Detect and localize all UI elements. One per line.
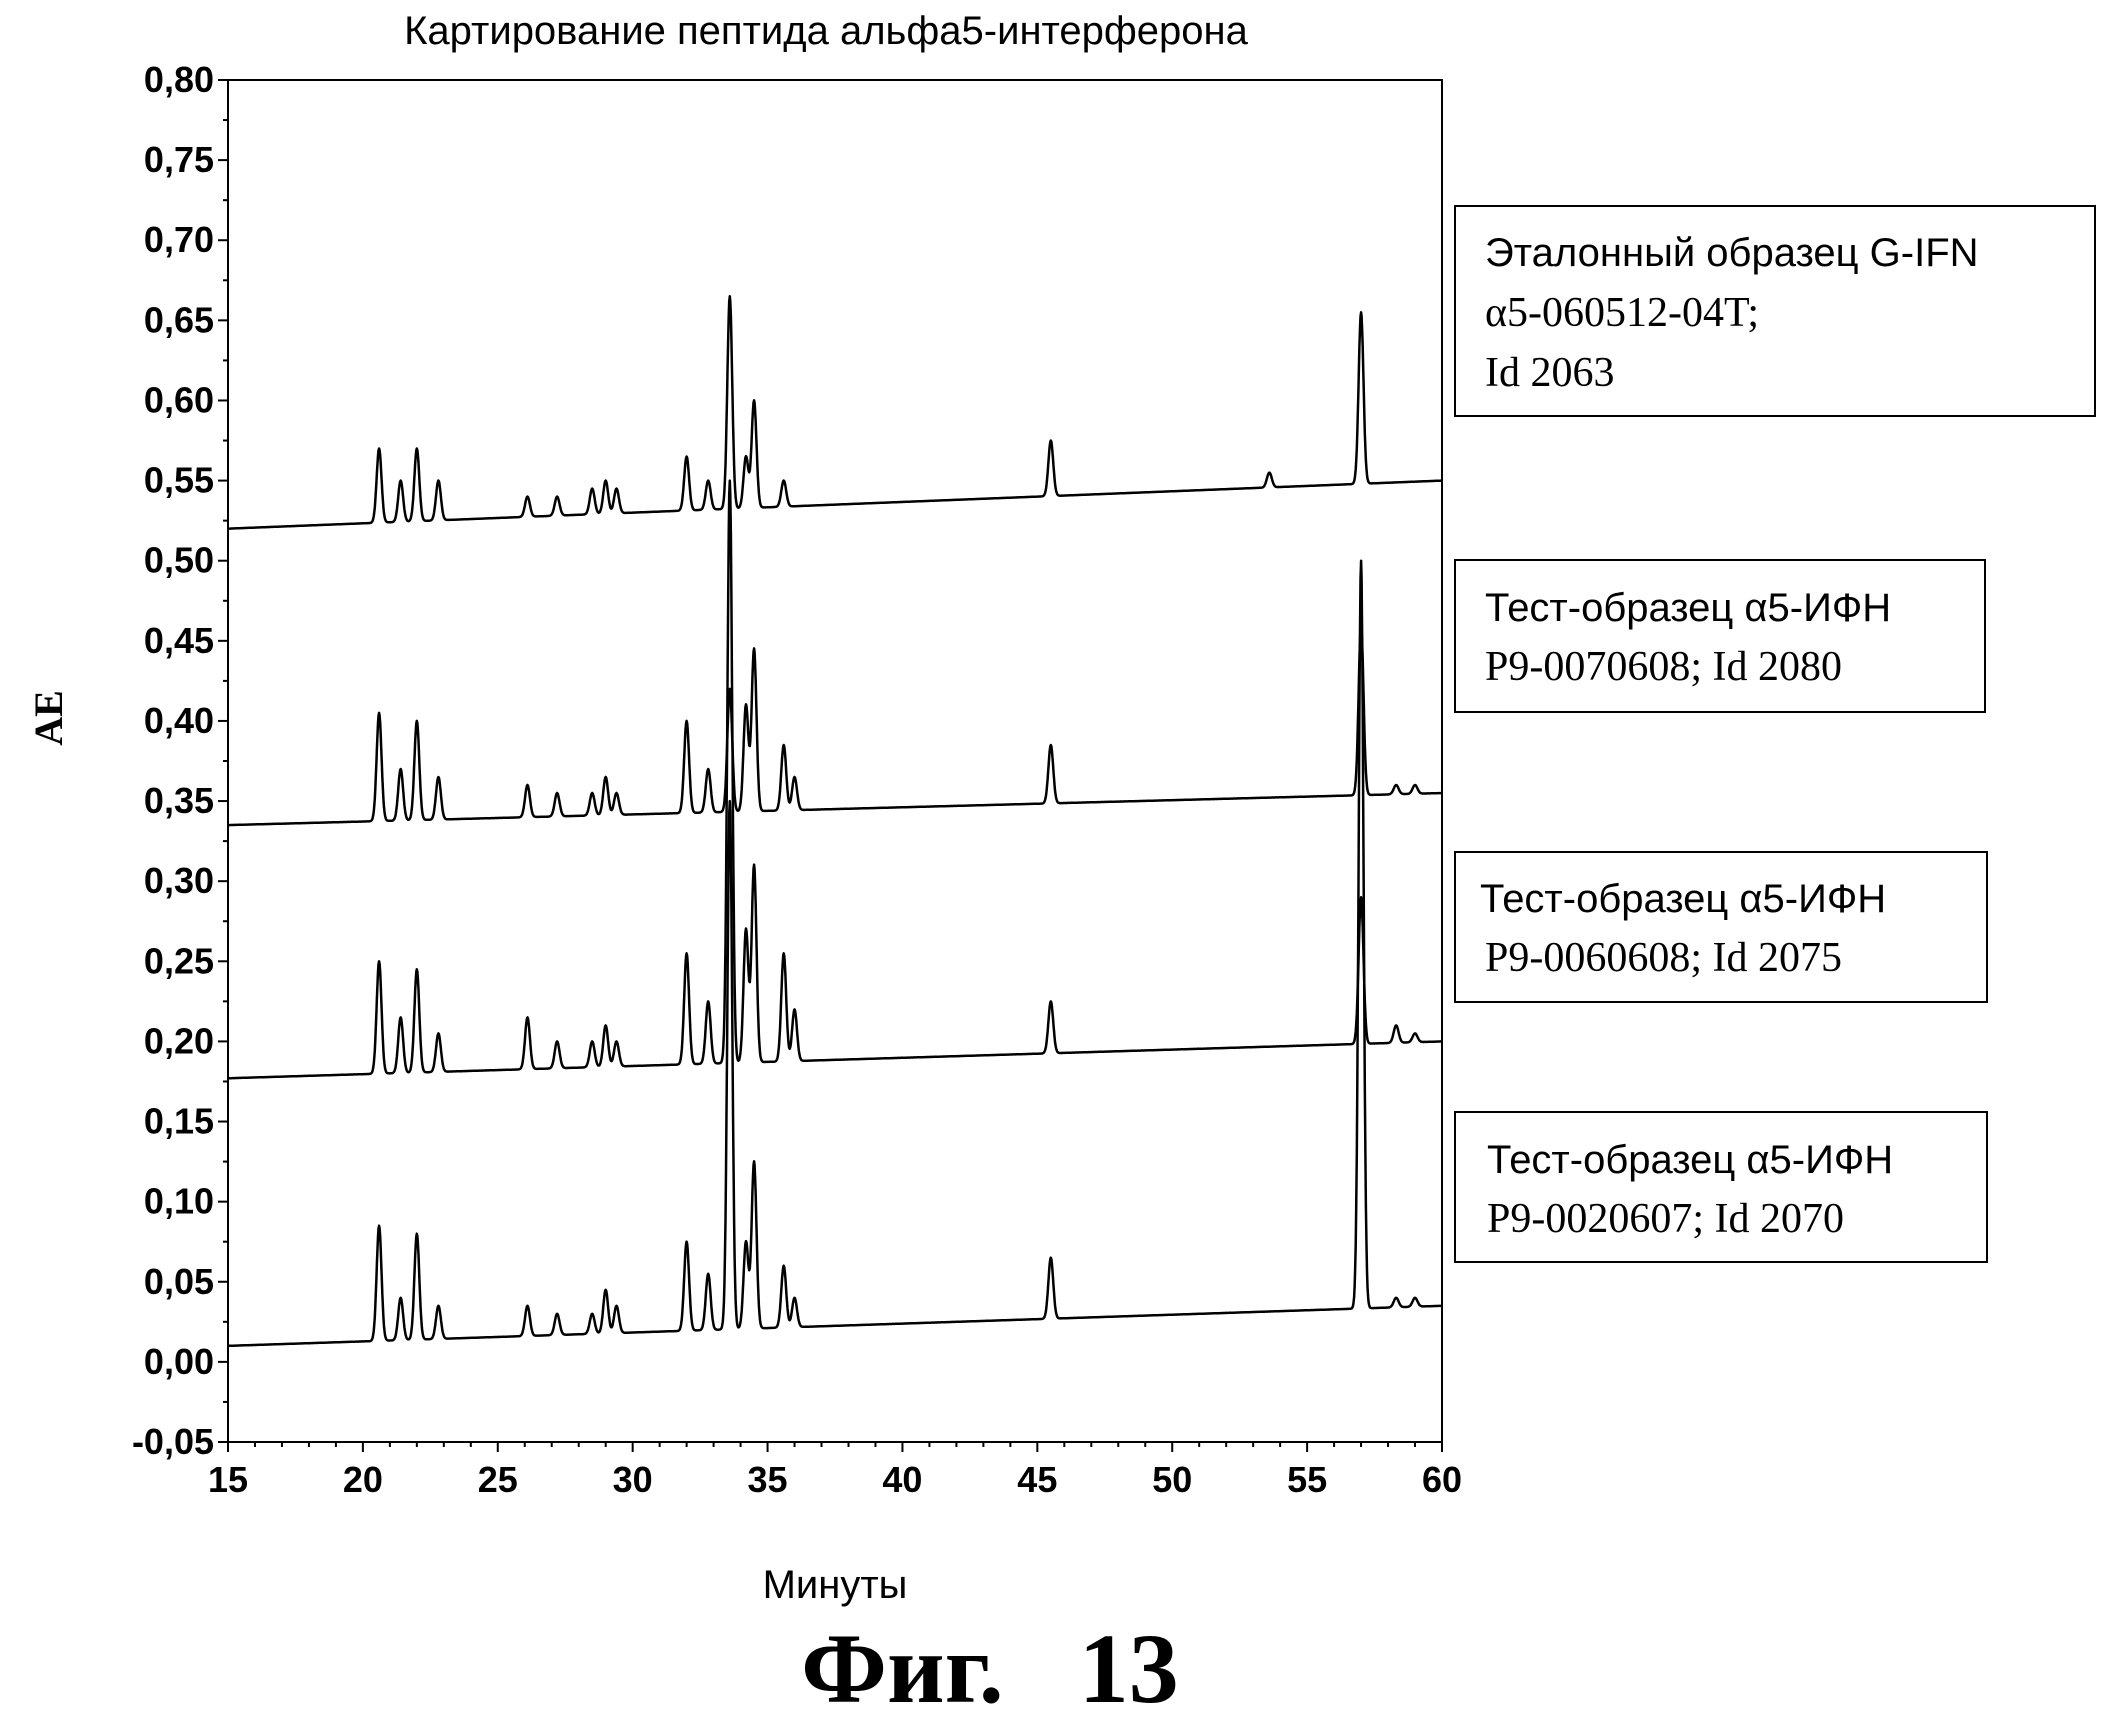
y-axis-ticks: -0,05 0,00 0,05 0,10 0,15 0,20 0,25 0,30 0,35 0,4…: [132, 59, 228, 1462]
legend-box-2: Тест-образец α5-ИФН P9-0070608; Id 2080: [1454, 559, 1986, 713]
legend-box-4: Тест-образец α5-ИФН P9-0020607; Id 2070: [1454, 1111, 1988, 1263]
x-tick-label: 45: [1017, 1459, 1057, 1500]
y-axis-label: AE: [26, 690, 71, 746]
legend-1-line-3: Id 2063: [1485, 350, 1615, 396]
x-tick-label: 20: [343, 1459, 383, 1500]
y-tick-label: 0,05: [144, 1261, 214, 1302]
y-tick-label: 0,55: [144, 460, 214, 501]
x-axis-label: Минуты: [763, 1563, 908, 1607]
legend-1-line-1: Эталонный образец G-IFN: [1485, 231, 1979, 275]
legend-2-line-2: P9-0070608; Id 2080: [1485, 644, 1842, 690]
trace-series-4: [227, 559, 1443, 1348]
y-tick-label: 0,75: [144, 139, 214, 180]
y-tick-label: 0,20: [144, 1020, 214, 1061]
figure-caption: Фиг. 13: [801, 1613, 1179, 1712]
legend-4-line-1: Тест-образец α5-ИФН: [1487, 1138, 1893, 1182]
y-tick-label: 0,80: [144, 59, 214, 100]
x-tick-label: 25: [478, 1459, 518, 1500]
legend-box-1: Эталонный образец G-IFN α5-060512-04T; I…: [1454, 205, 2096, 417]
x-tick-label: 30: [613, 1459, 653, 1500]
y-tick-label: 0,15: [144, 1101, 214, 1142]
x-tick-label: 55: [1287, 1459, 1327, 1500]
y-tick-label: 0,30: [144, 860, 214, 901]
chart-title: Картирование пептида альфа5-интерферона: [404, 9, 1249, 53]
y-tick-label: 0,45: [144, 620, 214, 661]
y-tick-label: 0,35: [144, 780, 214, 821]
x-tick-label: 50: [1152, 1459, 1192, 1500]
y-tick-label: 0,65: [144, 299, 214, 340]
trace-series-2: [227, 623, 1443, 827]
x-tick-label: 15: [208, 1459, 248, 1500]
y-tick-label: 0,50: [144, 540, 214, 581]
trace-series-3: [227, 479, 1443, 1080]
y-tick-label: 0,40: [144, 700, 214, 741]
plot-area-frame: [227, 79, 1443, 1443]
legend-1-line-2: α5-060512-04T;: [1485, 290, 1759, 336]
y-tick-label: 0,60: [144, 379, 214, 420]
y-tick-label: 0,70: [144, 219, 214, 260]
y-tick-label: 0,25: [144, 940, 214, 981]
chromatogram-traces: [227, 295, 1443, 1348]
legend-3-line-1: Тест-образец α5-ИФН: [1480, 877, 1886, 921]
x-axis-ticks: 15 20 25 30 35 40 45 50 55 60: [208, 1442, 1462, 1500]
x-tick-label: 40: [882, 1459, 922, 1500]
legend-3-line-2: P9-0060608; Id 2075: [1485, 935, 1842, 981]
y-tick-label: 0,10: [144, 1181, 214, 1222]
legend-4-line-2: P9-0020607; Id 2070: [1487, 1196, 1844, 1242]
legend-box-3: Тест-образец α5-ИФН P9-0060608; Id 2075: [1454, 851, 1988, 1003]
trace-series-1: [227, 295, 1443, 530]
x-tick-label: 60: [1422, 1459, 1462, 1500]
x-tick-label: 35: [748, 1459, 788, 1500]
legend-2-line-1: Тест-образец α5-ИФН: [1485, 586, 1891, 630]
y-tick-label: 0,00: [144, 1341, 214, 1382]
y-tick-label: -0,05: [132, 1421, 214, 1462]
